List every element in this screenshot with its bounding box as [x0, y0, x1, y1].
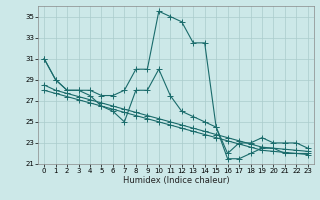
X-axis label: Humidex (Indice chaleur): Humidex (Indice chaleur)	[123, 176, 229, 185]
